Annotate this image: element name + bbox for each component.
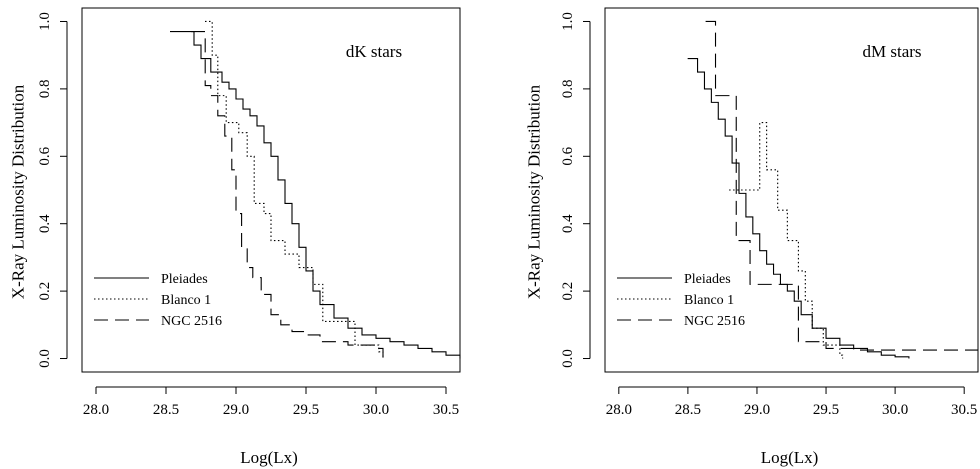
- y-axis-title: X-Ray Luminosity Distribution: [525, 84, 544, 299]
- x-axis-title: Log(Lx): [761, 448, 819, 467]
- series-line-blanco-1: [205, 20, 384, 359]
- series-line-pleiades: [687, 58, 910, 359]
- legend-label: Blanco 1: [161, 293, 211, 308]
- legend-label: NGC 2516: [684, 314, 745, 329]
- legend-label: Pleiades: [161, 272, 208, 287]
- x-tick-label: 30.5: [951, 402, 977, 418]
- plot-frame: [604, 7, 979, 373]
- x-tick-label: 30.0: [363, 402, 389, 418]
- legend-label: Blanco 1: [684, 293, 734, 308]
- plot-frame: [81, 7, 461, 373]
- series-line-pleiades: [170, 31, 461, 359]
- legend-label: NGC 2516: [161, 314, 222, 329]
- x-axis-title: Log(Lx): [240, 448, 298, 467]
- y-tick-label: 0.8: [560, 80, 576, 99]
- x-tick-label: 28.5: [675, 402, 701, 418]
- x-tick-label: 30.0: [882, 402, 908, 418]
- y-tick-label: 0.8: [37, 80, 53, 99]
- chart-panel-2: 28.0 28.5 29.0 29.5 30.0 30.5 0.0 0.2 0.4 0.6 0.8 1…: [525, 7, 979, 467]
- panel-annotation: dM stars: [862, 42, 921, 61]
- x-tick-label: 29.5: [293, 402, 319, 418]
- y-tick-label: 0.0: [37, 349, 53, 368]
- y-tick-label: 1.0: [560, 12, 576, 31]
- y-tick-label: 0.4: [37, 214, 53, 233]
- y-axis-title: X-Ray Luminosity Distribution: [9, 84, 28, 299]
- y-tick-label: 0.4: [560, 214, 576, 233]
- x-tick-label: 28.0: [83, 402, 109, 418]
- y-tick-label: 0.6: [37, 146, 53, 165]
- panel-annotation: dK stars: [346, 42, 402, 61]
- x-tick-label: 28.0: [606, 402, 632, 418]
- x-tick-label: 29.0: [744, 402, 770, 418]
- series-line-ngc-2516: [191, 31, 384, 359]
- legend: Pleiades Blanco 1 NGC 2516: [617, 272, 745, 329]
- x-tick-label: 28.5: [153, 402, 179, 418]
- y-tick-label: 0.0: [560, 349, 576, 368]
- y-tick-label: 0.2: [37, 282, 53, 301]
- y-tick-label: 1.0: [37, 12, 53, 31]
- x-tick-label: 29.5: [813, 402, 839, 418]
- series-line-ngc-2516: [705, 20, 978, 351]
- legend: Pleiades Blanco 1 NGC 2516: [94, 272, 222, 329]
- chart-panel-1: 28.0 28.5 29.0 29.5 30.0 30.5 0.0 0.2 0.4 0.6 0.8 1…: [9, 7, 461, 467]
- x-tick-label: 29.0: [223, 402, 249, 418]
- y-tick-label: 0.6: [560, 146, 576, 165]
- y-tick-label: 0.2: [560, 282, 576, 301]
- x-tick-label: 30.5: [433, 402, 459, 418]
- legend-label: Pleiades: [684, 272, 731, 287]
